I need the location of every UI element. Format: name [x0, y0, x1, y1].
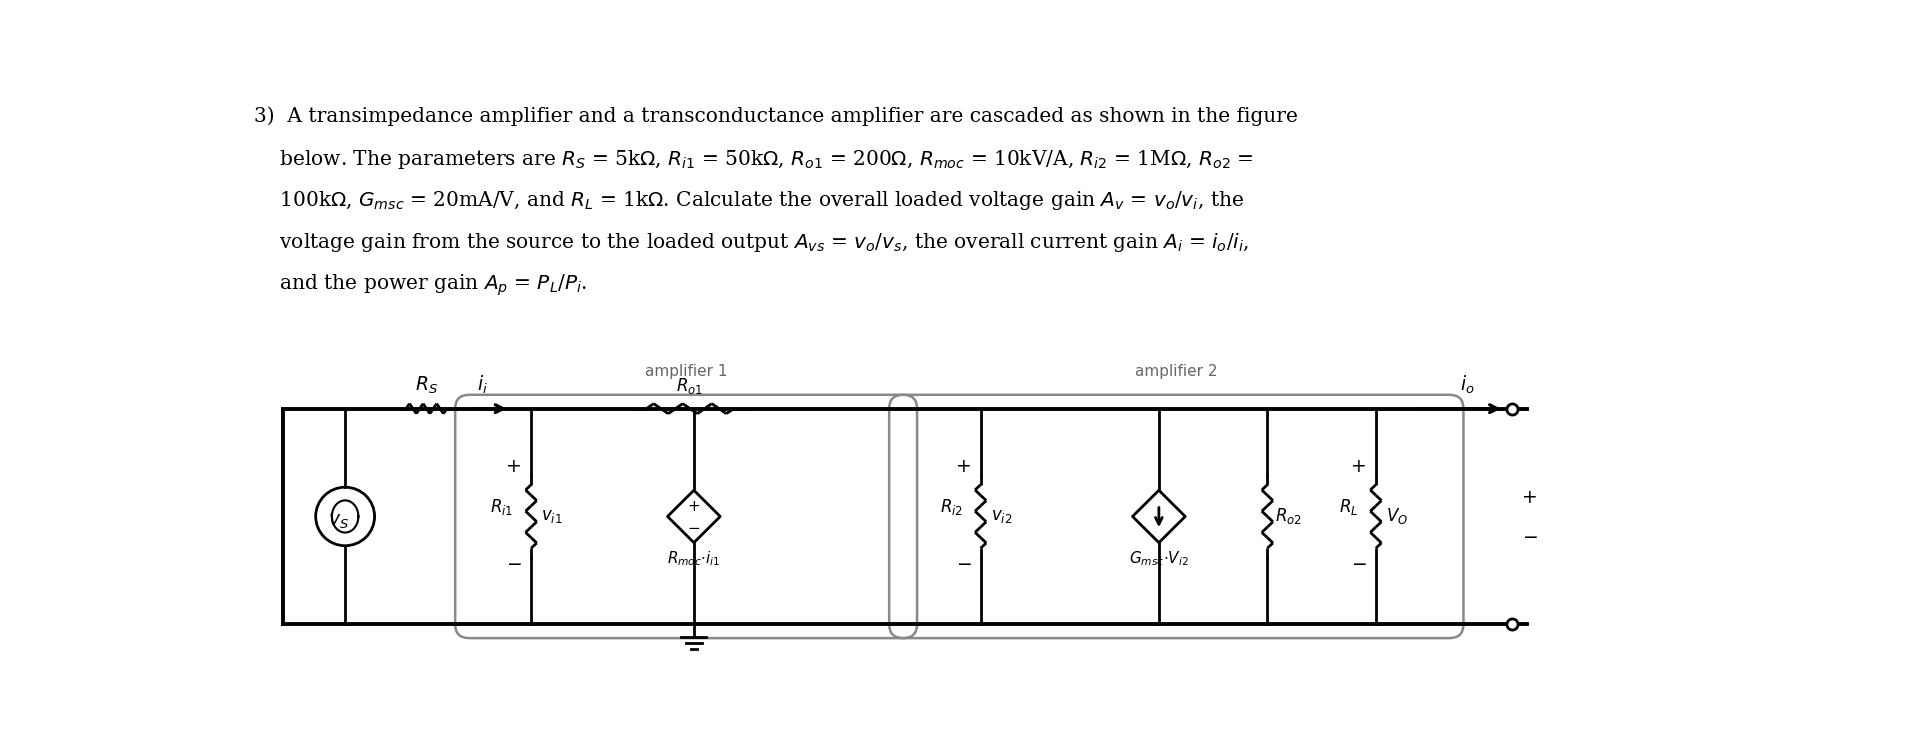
Text: $-$: $-$: [687, 519, 700, 534]
Text: +: +: [506, 457, 521, 476]
Text: $R_{o1}$: $R_{o1}$: [677, 375, 704, 395]
Text: $R_S$: $R_S$: [415, 374, 438, 395]
Text: $R_L$: $R_L$: [1338, 497, 1358, 518]
Text: $-$: $-$: [1521, 527, 1536, 545]
Text: $V_O$: $V_O$: [1385, 506, 1408, 527]
Text: amplifier 2: amplifier 2: [1135, 365, 1217, 380]
Text: +: +: [956, 457, 971, 476]
Text: $G_{msc}{\cdot}V_{i2}$: $G_{msc}{\cdot}V_{i2}$: [1129, 549, 1188, 568]
Text: $-$: $-$: [956, 554, 971, 572]
Text: $R_{moc}{\cdot}i_{i1}$: $R_{moc}{\cdot}i_{i1}$: [667, 549, 721, 568]
Text: $v_{i2}$: $v_{i2}$: [990, 508, 1011, 526]
Text: below. The parameters are $R_S$ = 5k$\Omega$, $R_{i1}$ = 50k$\Omega$, $R_{o1}$ =: below. The parameters are $R_S$ = 5k$\Om…: [254, 148, 1254, 171]
Text: voltage gain from the source to the loaded output $A_{vs}$ = $v_o$/$v_s$, the ov: voltage gain from the source to the load…: [254, 231, 1250, 254]
Text: 3)  A transimpedance amplifier and a transconductance amplifier are cascaded as : 3) A transimpedance amplifier and a tran…: [254, 106, 1298, 126]
Text: $v_{i1}$: $v_{i1}$: [540, 508, 562, 526]
Text: 100k$\Omega$, $G_{msc}$ = 20mA/V, and $R_L$ = 1k$\Omega$. Calculate the overall : 100k$\Omega$, $G_{msc}$ = 20mA/V, and $R…: [254, 189, 1244, 212]
Text: $R_{i1}$: $R_{i1}$: [490, 497, 513, 518]
Text: amplifier 1: amplifier 1: [644, 365, 727, 380]
Text: +: +: [687, 499, 700, 514]
Text: $R_{o2}$: $R_{o2}$: [1275, 506, 1302, 527]
Text: $i_o$: $i_o$: [1460, 373, 1475, 395]
Text: and the power gain $A_p$ = $P_L$/$P_i$.: and the power gain $A_p$ = $P_L$/$P_i$.: [254, 273, 588, 298]
Text: +: +: [1521, 488, 1536, 507]
Text: $i_i$: $i_i$: [477, 373, 487, 395]
Text: +: +: [1350, 457, 1365, 476]
Text: $R_{i2}$: $R_{i2}$: [938, 497, 962, 518]
Text: $v_S$: $v_S$: [329, 512, 350, 530]
Text: $-$: $-$: [506, 554, 521, 572]
Text: $-$: $-$: [1350, 554, 1365, 572]
